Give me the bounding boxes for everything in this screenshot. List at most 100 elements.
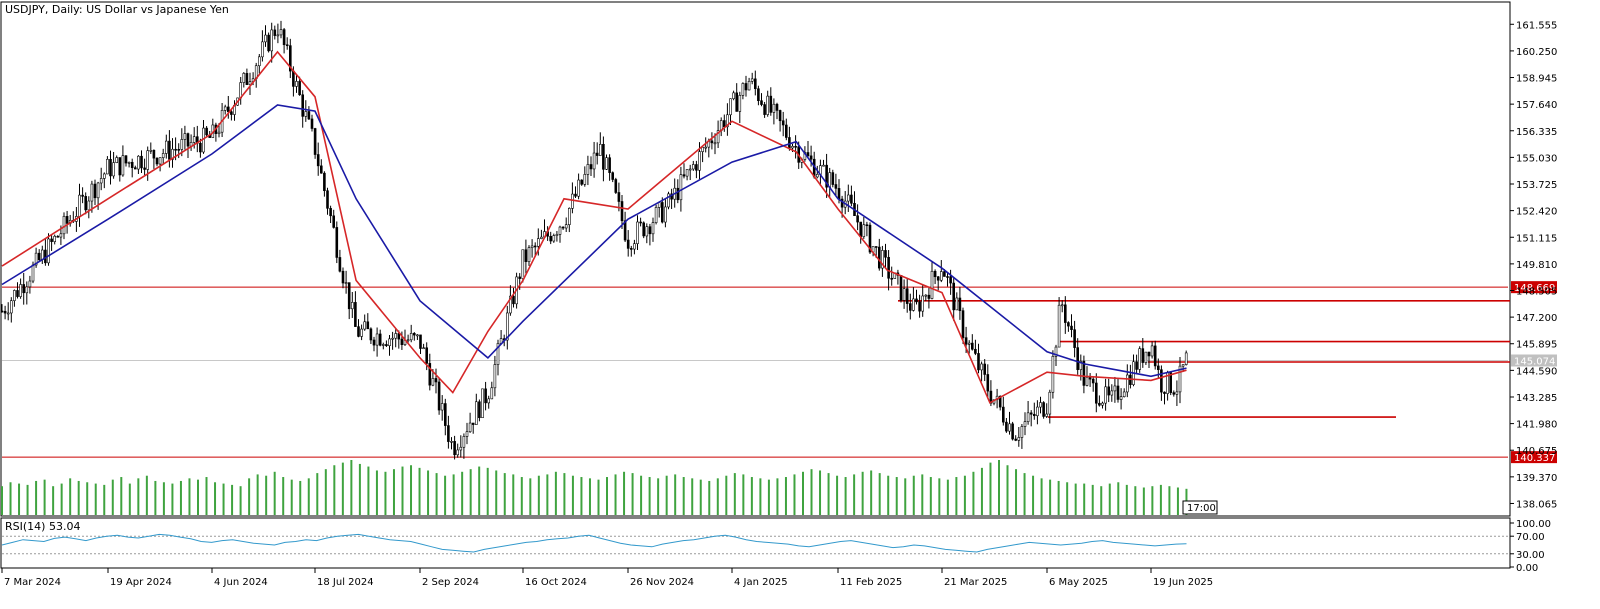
candle-body xyxy=(347,282,351,310)
candle-body xyxy=(465,431,469,437)
candle-body xyxy=(915,298,918,303)
candle-body xyxy=(744,83,748,91)
candle-body xyxy=(679,174,683,201)
bar-timer: 17:00 xyxy=(1187,503,1216,514)
candle-body xyxy=(623,220,627,241)
candle-body xyxy=(270,29,274,52)
candle-body xyxy=(949,276,952,284)
candle-body xyxy=(831,172,835,185)
candle-body xyxy=(974,348,977,354)
candle-body xyxy=(747,80,751,91)
candle-body xyxy=(859,221,863,237)
time-tick-label: 11 Feb 2025 xyxy=(840,577,902,588)
candle-body xyxy=(223,106,227,111)
candle-body xyxy=(341,270,345,284)
rsi-tick-label: 0.00 xyxy=(1516,563,1538,574)
candle-body xyxy=(10,300,13,314)
candle-body xyxy=(549,235,553,242)
candle-body xyxy=(28,280,32,288)
time-tick-label: 16 Oct 2024 xyxy=(525,577,587,588)
candle-body xyxy=(952,282,956,311)
candle-body xyxy=(1017,437,1021,441)
candle-body xyxy=(363,321,367,330)
candle-body xyxy=(552,235,556,242)
candle-body xyxy=(946,276,949,278)
candle-body xyxy=(50,238,53,242)
candle-body xyxy=(781,120,785,126)
candle-body xyxy=(716,130,720,144)
candle-body xyxy=(977,353,980,371)
candle-body xyxy=(1048,391,1052,415)
candle-body xyxy=(199,142,202,153)
candle-body xyxy=(316,154,320,167)
candle-body xyxy=(592,152,596,170)
candle-body xyxy=(307,111,311,120)
candle-body xyxy=(729,98,732,116)
candle-body xyxy=(722,120,726,128)
price-tick-label: 153.725 xyxy=(1516,180,1557,191)
candle-body xyxy=(980,363,983,371)
candle-body xyxy=(65,216,69,224)
candle-body xyxy=(614,179,618,193)
candle-body xyxy=(127,161,131,164)
price-tick-label: 144.590 xyxy=(1516,366,1557,377)
candle-body xyxy=(400,338,404,345)
candle-body xyxy=(933,270,937,278)
candle-body xyxy=(261,41,264,58)
candle-body xyxy=(567,208,571,225)
candle-body xyxy=(580,179,584,185)
candle-body xyxy=(524,249,528,262)
candle-body xyxy=(137,155,140,170)
candle-body xyxy=(1091,378,1095,384)
candle-body xyxy=(564,224,568,229)
candle-body xyxy=(276,34,280,37)
candle-body xyxy=(425,347,429,364)
candle-body xyxy=(360,328,363,337)
candle-body xyxy=(735,92,739,112)
candle-body xyxy=(288,45,292,72)
candle-body xyxy=(1160,369,1163,393)
candle-body xyxy=(586,164,590,175)
candle-body xyxy=(1095,382,1098,404)
candle-body xyxy=(1119,396,1123,400)
candle-body xyxy=(1144,351,1148,363)
candle-body xyxy=(0,310,4,313)
time-tick-label: 18 Jul 2024 xyxy=(317,577,374,588)
price-tick-label: 160.250 xyxy=(1516,47,1557,58)
rsi-panel-frame xyxy=(0,517,1511,569)
candle-body xyxy=(146,150,149,170)
candle-body xyxy=(149,149,153,152)
candle-body xyxy=(375,333,379,346)
candle-body xyxy=(227,106,230,113)
candle-body xyxy=(605,157,608,170)
candle-body xyxy=(927,294,931,299)
candle-body xyxy=(177,149,180,151)
candle-body xyxy=(171,148,174,160)
candle-body xyxy=(406,339,410,342)
candle-body xyxy=(595,152,599,156)
candle-body xyxy=(1122,391,1126,397)
candle-body xyxy=(664,206,667,223)
candle-body xyxy=(431,378,435,386)
candle-body xyxy=(704,146,708,149)
candle-body xyxy=(84,196,87,211)
candle-body xyxy=(109,159,112,177)
candle-body xyxy=(1082,360,1086,386)
candle-body xyxy=(103,173,106,179)
candle-body xyxy=(571,193,574,209)
candle-body xyxy=(881,250,884,269)
candle-body xyxy=(1008,423,1011,432)
candle-body xyxy=(899,275,903,301)
candle-body xyxy=(685,169,689,177)
candle-body xyxy=(688,168,692,171)
candle-body xyxy=(645,226,649,237)
candle-body xyxy=(834,184,838,189)
candle-body xyxy=(245,73,249,85)
candle-body xyxy=(369,328,373,341)
candle-body xyxy=(850,194,853,204)
candle-body xyxy=(698,151,701,171)
candle-body xyxy=(1116,385,1120,400)
candle-body xyxy=(626,239,630,249)
candle-body xyxy=(493,364,497,389)
